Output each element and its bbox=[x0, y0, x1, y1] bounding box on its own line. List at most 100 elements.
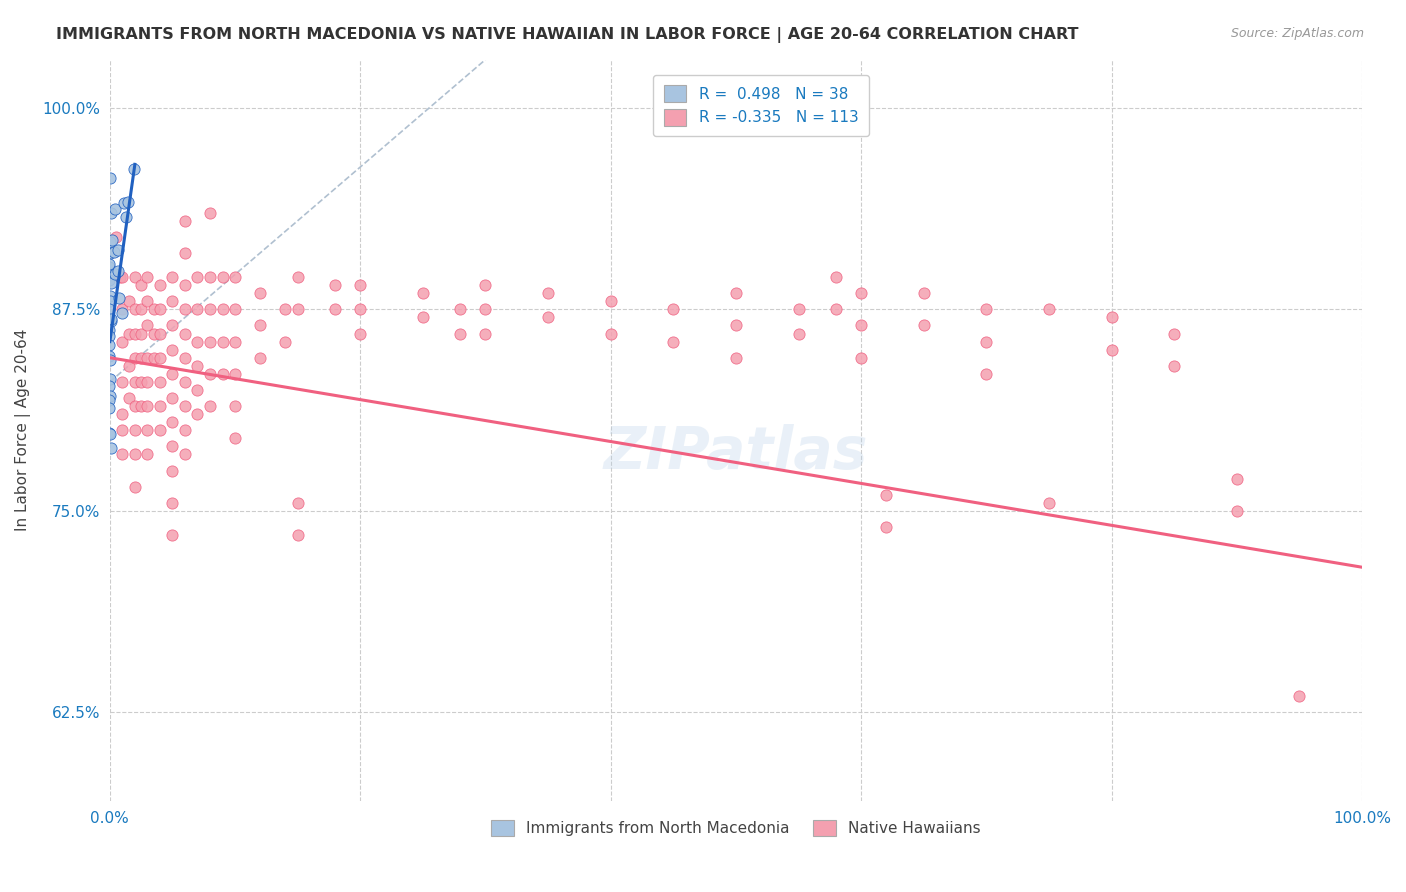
Point bbox=[224, 270, 246, 285]
Point bbox=[224, 367, 246, 381]
Point bbox=[211, 334, 233, 349]
Point bbox=[162, 463, 184, 477]
Point bbox=[174, 423, 197, 437]
Point bbox=[724, 318, 747, 333]
Point bbox=[149, 351, 172, 365]
Point bbox=[211, 367, 233, 381]
Point bbox=[662, 334, 685, 349]
Point bbox=[100, 276, 122, 290]
Point bbox=[287, 302, 309, 317]
Point bbox=[849, 286, 872, 301]
Point bbox=[98, 427, 121, 442]
Point bbox=[111, 423, 134, 437]
Point bbox=[976, 334, 998, 349]
Point bbox=[129, 351, 152, 365]
Point bbox=[117, 326, 139, 341]
Point bbox=[787, 326, 810, 341]
Point bbox=[129, 278, 152, 293]
Point bbox=[162, 294, 184, 309]
Text: ZIPatlas: ZIPatlas bbox=[603, 424, 868, 481]
Point bbox=[912, 286, 935, 301]
Point bbox=[111, 334, 134, 349]
Point bbox=[117, 194, 139, 209]
Point bbox=[104, 202, 127, 216]
Point bbox=[875, 488, 897, 502]
Point bbox=[787, 302, 810, 317]
Point bbox=[174, 447, 197, 461]
Text: IMMIGRANTS FROM NORTH MACEDONIA VS NATIVE HAWAIIAN IN LABOR FORCE | AGE 20-64 CO: IMMIGRANTS FROM NORTH MACEDONIA VS NATIV… bbox=[56, 27, 1078, 43]
Point bbox=[249, 351, 271, 365]
Point bbox=[198, 302, 221, 317]
Point bbox=[129, 302, 152, 317]
Point bbox=[174, 326, 197, 341]
Point bbox=[162, 367, 184, 381]
Point bbox=[198, 205, 221, 219]
Point bbox=[111, 375, 134, 389]
Point bbox=[249, 318, 271, 333]
Point bbox=[912, 318, 935, 333]
Point bbox=[287, 528, 309, 542]
Point bbox=[124, 326, 146, 341]
Point bbox=[323, 278, 346, 293]
Point bbox=[724, 286, 747, 301]
Point bbox=[849, 318, 872, 333]
Point bbox=[274, 302, 297, 317]
Point bbox=[149, 399, 172, 413]
Point bbox=[162, 415, 184, 429]
Text: Source: ZipAtlas.com: Source: ZipAtlas.com bbox=[1230, 27, 1364, 40]
Point bbox=[117, 359, 139, 373]
Point bbox=[105, 230, 128, 244]
Point bbox=[198, 399, 221, 413]
Point bbox=[149, 423, 172, 437]
Point bbox=[136, 351, 159, 365]
Point bbox=[1038, 302, 1060, 317]
Point bbox=[107, 244, 129, 258]
Point bbox=[98, 323, 121, 337]
Point bbox=[98, 379, 121, 393]
Point bbox=[537, 286, 560, 301]
Point bbox=[136, 447, 159, 461]
Point bbox=[174, 375, 197, 389]
Point bbox=[112, 196, 135, 211]
Point bbox=[136, 423, 159, 437]
Point bbox=[1288, 689, 1310, 703]
Point bbox=[474, 302, 496, 317]
Point bbox=[186, 383, 208, 397]
Point bbox=[149, 302, 172, 317]
Point bbox=[287, 496, 309, 510]
Point bbox=[124, 423, 146, 437]
Point bbox=[136, 294, 159, 309]
Point bbox=[162, 496, 184, 510]
Point bbox=[98, 171, 121, 186]
Point bbox=[124, 399, 146, 413]
Point bbox=[104, 267, 127, 281]
Point bbox=[537, 310, 560, 325]
Point bbox=[662, 302, 685, 317]
Point bbox=[98, 353, 121, 368]
Point bbox=[198, 270, 221, 285]
Point bbox=[100, 206, 122, 220]
Point bbox=[1101, 343, 1123, 357]
Point bbox=[224, 334, 246, 349]
Point bbox=[149, 278, 172, 293]
Point bbox=[449, 302, 471, 317]
Point bbox=[174, 302, 197, 317]
Point bbox=[100, 441, 122, 455]
Point bbox=[122, 162, 145, 177]
Point bbox=[114, 210, 136, 224]
Point bbox=[186, 407, 208, 421]
Point bbox=[124, 351, 146, 365]
Point bbox=[142, 302, 165, 317]
Point bbox=[98, 260, 121, 274]
Point bbox=[100, 314, 122, 328]
Point bbox=[211, 270, 233, 285]
Point bbox=[142, 351, 165, 365]
Point bbox=[1226, 472, 1249, 486]
Point bbox=[211, 302, 233, 317]
Point bbox=[449, 326, 471, 341]
Point bbox=[1163, 326, 1185, 341]
Point bbox=[142, 326, 165, 341]
Point bbox=[287, 270, 309, 285]
Point bbox=[162, 318, 184, 333]
Point bbox=[186, 270, 208, 285]
